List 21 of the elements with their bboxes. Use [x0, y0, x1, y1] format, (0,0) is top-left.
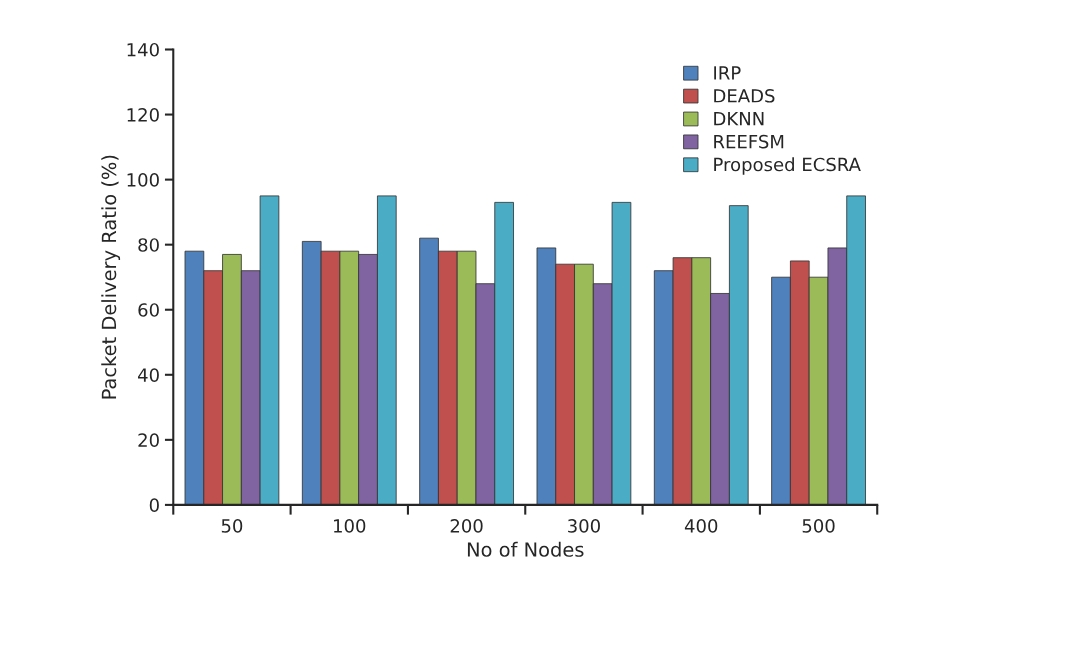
x-tick-label: 500 — [802, 519, 835, 533]
y-axis-title: Packet Delivery Ratio (%) — [101, 155, 121, 399]
y-tick-label: 60 — [138, 303, 159, 317]
legend-label: DKNN — [714, 112, 764, 126]
x-tick-label: 50 — [221, 519, 243, 533]
x-axis-title: No of Nodes — [467, 541, 584, 557]
legend-label: DEADS — [714, 88, 775, 103]
x-tick-label: 300 — [568, 519, 600, 533]
legend-label: REEFSM — [714, 134, 784, 149]
y-tick-label: 80 — [138, 238, 159, 252]
x-tick-label: 400 — [684, 519, 718, 533]
y-tick-label: 0 — [149, 498, 159, 513]
x-tick-label: 100 — [334, 519, 366, 533]
y-tick-label: 120 — [127, 108, 159, 122]
legend-label: IRP — [714, 66, 741, 80]
y-tick-label: 40 — [137, 368, 159, 382]
legend-label: Proposed ECSRA — [714, 157, 861, 175]
x-tick-label: 200 — [450, 519, 483, 533]
y-tick-label: 100 — [127, 173, 159, 187]
y-tick-label: 140 — [127, 42, 159, 57]
y-tick-label: 20 — [138, 433, 159, 447]
